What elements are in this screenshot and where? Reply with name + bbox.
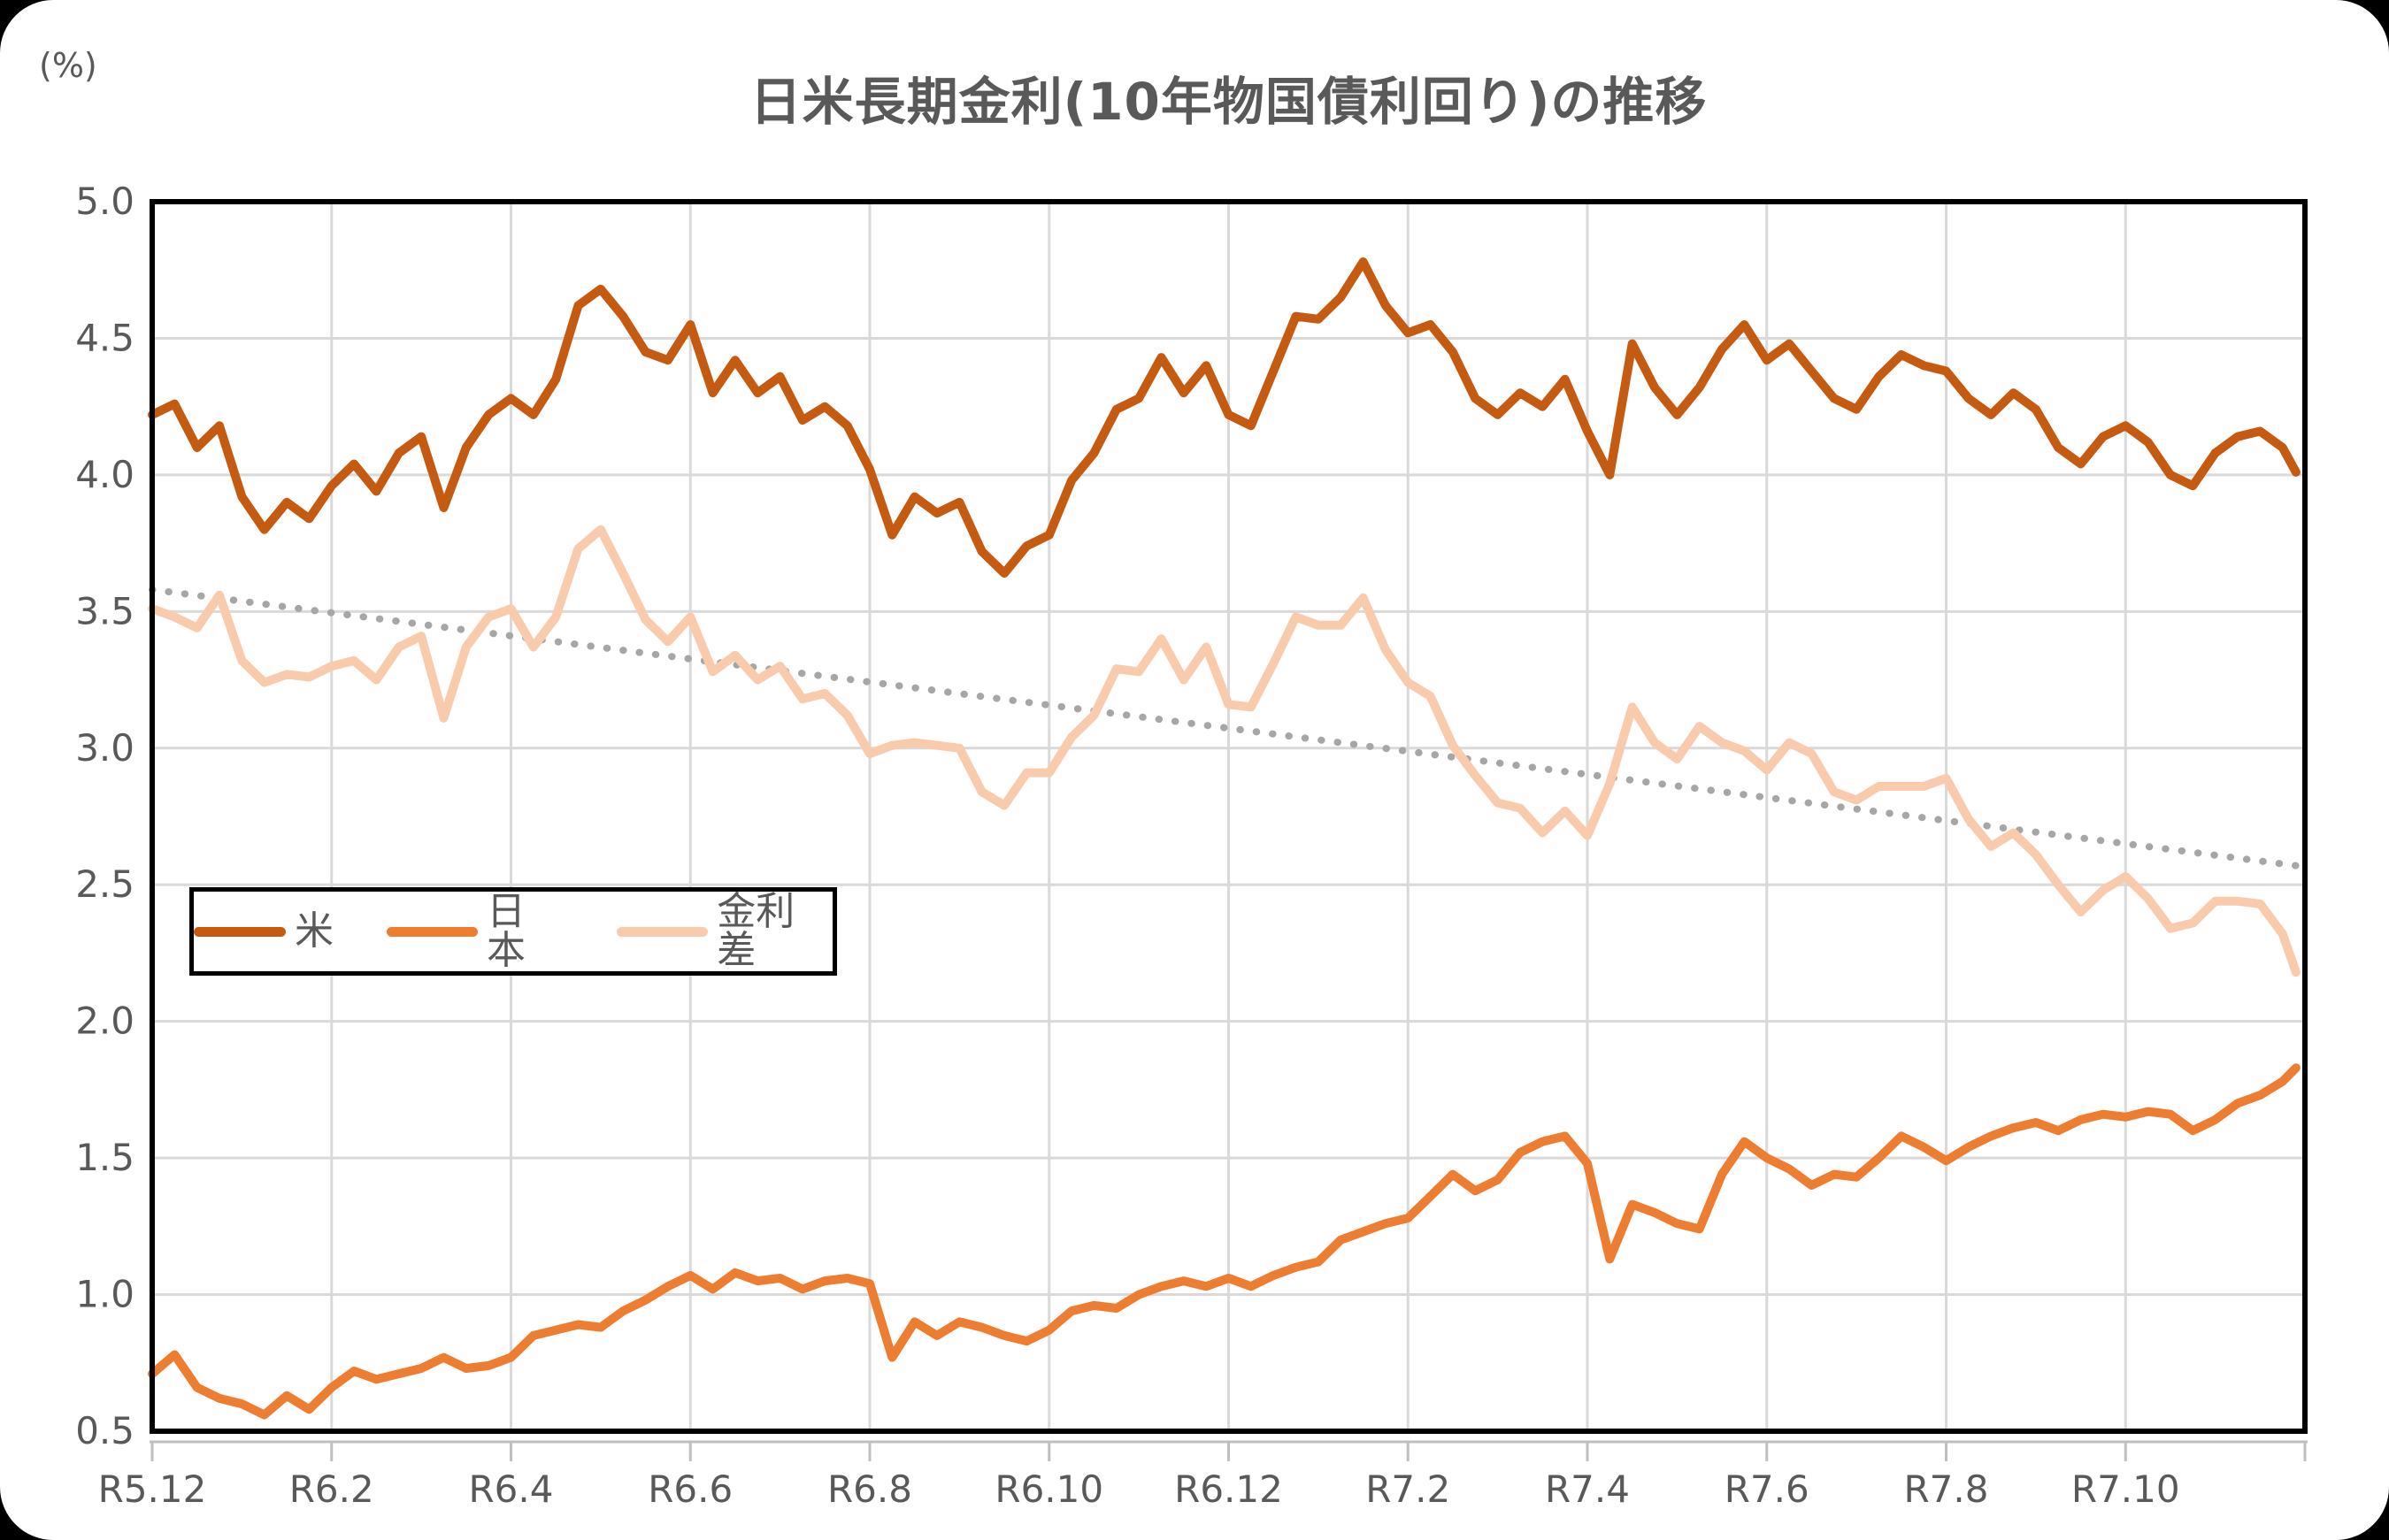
- chart-title: 日米長期金利(10年物国債利回り)の推移: [749, 72, 1708, 132]
- y-axis-unit-label: (%): [39, 46, 97, 85]
- y-tick-label: 2.5: [75, 862, 134, 906]
- legend-item-japan: 日本: [387, 893, 564, 970]
- x-tick-label: R6.10: [995, 1467, 1103, 1511]
- spread-trendline: [149, 586, 2300, 870]
- series-line-japan: [148, 1063, 2301, 1420]
- y-tick-label: 1.5: [75, 1136, 134, 1179]
- x-tick-label: R7.4: [1545, 1467, 1630, 1511]
- series-line-spread: [148, 525, 2301, 977]
- chart-legend: 米 日本 金利差: [189, 887, 837, 976]
- y-tick-label: 3.0: [75, 726, 134, 770]
- legend-label-spread: 金利差: [717, 889, 795, 973]
- legend-label-japan: 日本: [487, 889, 526, 973]
- x-tick-label: R6.6: [648, 1467, 733, 1511]
- x-tick-label: R7.2: [1365, 1467, 1450, 1511]
- spread-line-swatch-icon: [617, 926, 709, 937]
- legend-item-spread: 金利差: [617, 893, 833, 970]
- x-tick-label: R7.8: [1904, 1467, 1989, 1511]
- y-tick-label: 1.0: [75, 1273, 134, 1316]
- x-tick-label: R6.4: [469, 1467, 554, 1511]
- legend-label-us: 米: [295, 908, 334, 954]
- plot-border: [150, 199, 2308, 1434]
- x-tick-label: R7.6: [1725, 1467, 1809, 1511]
- x-tick-label: R6.2: [289, 1467, 374, 1511]
- x-tick-label: R6.8: [827, 1467, 912, 1511]
- x-tick-label: R7.10: [2071, 1467, 2180, 1511]
- y-tick-label: 5.0: [75, 180, 134, 223]
- japan-line-swatch-icon: [387, 926, 479, 937]
- y-tick-label: 2.0: [75, 1000, 134, 1043]
- y-tick-label: 4.0: [75, 453, 134, 496]
- y-tick-label: 0.5: [75, 1409, 134, 1452]
- y-tick-label: 4.5: [75, 316, 134, 359]
- legend-item-us: 米: [194, 912, 334, 951]
- x-tick-label: R5.12: [98, 1467, 207, 1511]
- series-line-us: [148, 257, 2301, 578]
- y-tick-label: 3.5: [75, 589, 134, 632]
- us-line-swatch-icon: [194, 926, 286, 937]
- x-tick-label: R6.12: [1174, 1467, 1283, 1511]
